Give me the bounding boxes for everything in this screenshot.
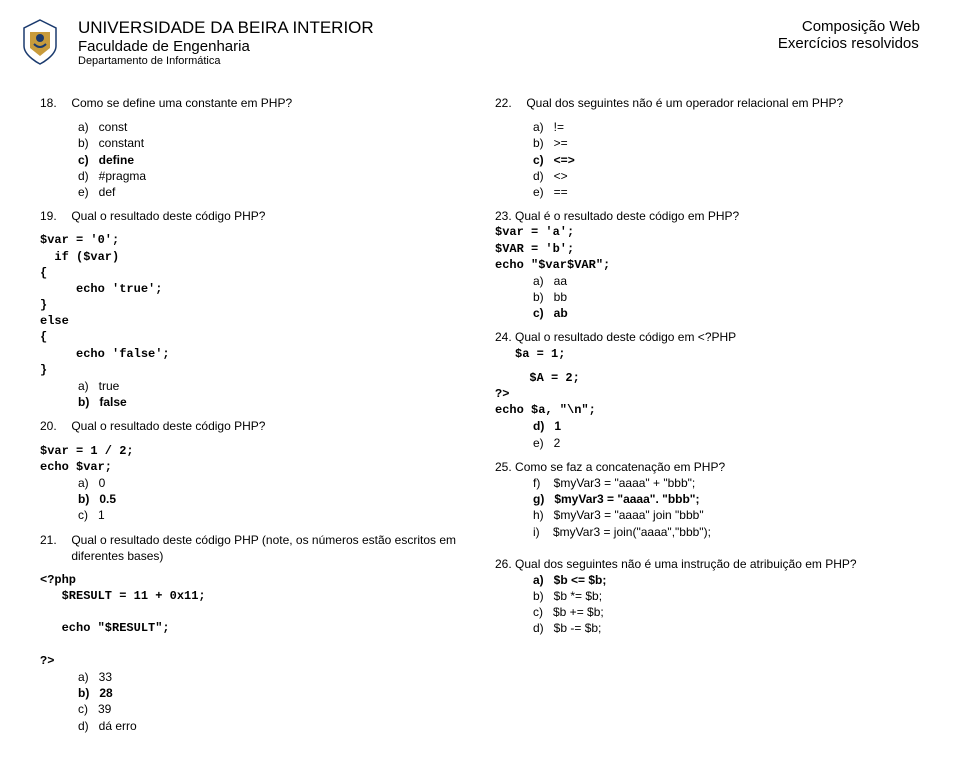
q21-b: b) 28	[78, 685, 465, 701]
q22-d: d) <>	[533, 168, 920, 184]
q25-f: f) $myVar3 = "aaaa" + "bbb";	[533, 475, 920, 491]
q26-b: b) $b *= $b;	[533, 588, 920, 604]
left-column: 18. Como se define uma constante em PHP?…	[40, 95, 465, 734]
q19-a: a) true	[78, 378, 465, 394]
q22-b: b) >=	[533, 135, 920, 151]
q19-num: 19.	[40, 208, 68, 224]
question-18: 18. Como se define uma constante em PHP?	[40, 95, 465, 111]
university-name: UNIVERSIDADE DA BEIRA INTERIOR	[78, 18, 778, 38]
q26-num: 26.	[495, 557, 512, 571]
q25-h: h) $myVar3 = "aaaa" join "bbb"	[533, 507, 920, 523]
q22-num: 22.	[495, 95, 523, 111]
q19-b: b) false	[78, 394, 465, 410]
q20-opts: a) 0 b) 0.5 c) 1	[78, 475, 465, 524]
q24-num: 24.	[495, 330, 512, 344]
q24-text: Qual o resultado deste código em <?PHP	[515, 330, 736, 344]
q21-text: Qual o resultado deste código PHP (note,…	[71, 532, 462, 564]
question-21: 21. Qual o resultado deste código PHP (n…	[40, 532, 465, 564]
question-25: 25. Como se faz a concatenação em PHP?	[495, 459, 920, 475]
question-22: 22. Qual dos seguintes não é um operador…	[495, 95, 920, 111]
question-26: 26. Qual dos seguintes não é uma instruç…	[495, 556, 920, 572]
q23-opts: a) aa b) bb c) ab	[533, 273, 920, 322]
q20-code: $var = 1 / 2; echo $var;	[40, 443, 465, 475]
q19-text: Qual o resultado deste código PHP?	[71, 209, 265, 223]
q24-d: d) 1	[533, 418, 920, 434]
q18-c: c) define	[78, 152, 465, 168]
course-block: Composição Web Exercícios resolvidos	[778, 18, 920, 67]
page-header: UNIVERSIDADE DA BEIRA INTERIOR Faculdade…	[40, 18, 920, 67]
content-columns: 18. Como se define uma constante em PHP?…	[40, 95, 920, 734]
q24-code2: $A = 2;	[515, 370, 920, 386]
q20-c: c) 1	[78, 507, 465, 523]
institution-block: UNIVERSIDADE DA BEIRA INTERIOR Faculdade…	[78, 18, 778, 67]
q20-num: 20.	[40, 418, 68, 434]
q25-text: Como se faz a concatenação em PHP?	[515, 460, 725, 474]
q25-num: 25.	[495, 460, 512, 474]
q25-i: i) $myVar3 = join("aaaa","bbb");	[533, 524, 920, 540]
q22-c: c) <=>	[533, 152, 920, 168]
q21-c: c) 39	[78, 701, 465, 717]
q21-num: 21.	[40, 532, 68, 548]
q23-text: Qual é o resultado deste código em PHP?	[515, 209, 739, 223]
q23-a: a) aa	[533, 273, 920, 289]
q25-g: g) $myVar3 = "aaaa". "bbb";	[533, 491, 920, 507]
q18-num: 18.	[40, 95, 68, 111]
q26-opts: a) $b <= $b; b) $b *= $b; c) $b += $b; d…	[533, 572, 920, 637]
q18-e: e) def	[78, 184, 465, 200]
q21-a: a) 33	[78, 669, 465, 685]
q21-code: <?php $RESULT = 11 + 0x11; echo "$RESULT…	[40, 572, 465, 669]
q26-a: a) $b <= $b;	[533, 572, 920, 588]
q19-code: $var = '0'; if ($var) { echo 'true'; } e…	[40, 232, 465, 378]
q26-d: d) $b -= $b;	[533, 620, 920, 636]
question-23: 23. Qual é o resultado deste código em P…	[495, 208, 920, 224]
question-20: 20. Qual o resultado deste código PHP?	[40, 418, 465, 434]
q18-b: b) constant	[78, 135, 465, 151]
q18-text: Como se define uma constante em PHP?	[71, 96, 292, 110]
q18-d: d) #pragma	[78, 168, 465, 184]
q24-opts: d) 1 e) 2	[533, 418, 920, 450]
q26-c: c) $b += $b;	[533, 604, 920, 620]
q24-code1: $a = 1;	[515, 346, 920, 362]
q23-code: $var = 'a'; $VAR = 'b'; echo "$var$VAR";	[495, 224, 920, 273]
q21-d: d) dá erro	[78, 718, 465, 734]
q18-opts: a) const b) constant c) define d) #pragm…	[78, 119, 465, 200]
q23-num: 23.	[495, 209, 512, 223]
q20-a: a) 0	[78, 475, 465, 491]
university-logo	[16, 18, 64, 66]
q20-text: Qual o resultado deste código PHP?	[71, 419, 265, 433]
q22-text: Qual dos seguintes não é um operador rel…	[526, 96, 843, 110]
q24-code3: ?>	[495, 386, 920, 402]
q20-b: b) 0.5	[78, 491, 465, 507]
q22-e: e) ==	[533, 184, 920, 200]
q25-opts: f) $myVar3 = "aaaa" + "bbb"; g) $myVar3 …	[533, 475, 920, 540]
q22-a: a) !=	[533, 119, 920, 135]
question-19: 19. Qual o resultado deste código PHP?	[40, 208, 465, 224]
q18-a: a) const	[78, 119, 465, 135]
right-column: 22. Qual dos seguintes não é um operador…	[495, 95, 920, 734]
course-subtitle: Exercícios resolvidos	[778, 35, 920, 52]
department-name: Departamento de Informática	[78, 55, 778, 67]
q24-code4: echo $a, "\n";	[495, 402, 920, 418]
q19-opts: a) true b) false	[78, 378, 465, 410]
q21-opts: a) 33 b) 28 c) 39 d) dá erro	[78, 669, 465, 734]
q26-text: Qual dos seguintes não é uma instrução d…	[515, 557, 857, 571]
q22-opts: a) != b) >= c) <=> d) <> e) ==	[533, 119, 920, 200]
q24-e: e) 2	[533, 435, 920, 451]
q23-c: c) ab	[533, 305, 920, 321]
question-24: 24. Qual o resultado deste código em <?P…	[495, 329, 920, 345]
course-name: Composição Web	[778, 18, 920, 35]
faculty-name: Faculdade de Engenharia	[78, 38, 778, 55]
q23-b: b) bb	[533, 289, 920, 305]
